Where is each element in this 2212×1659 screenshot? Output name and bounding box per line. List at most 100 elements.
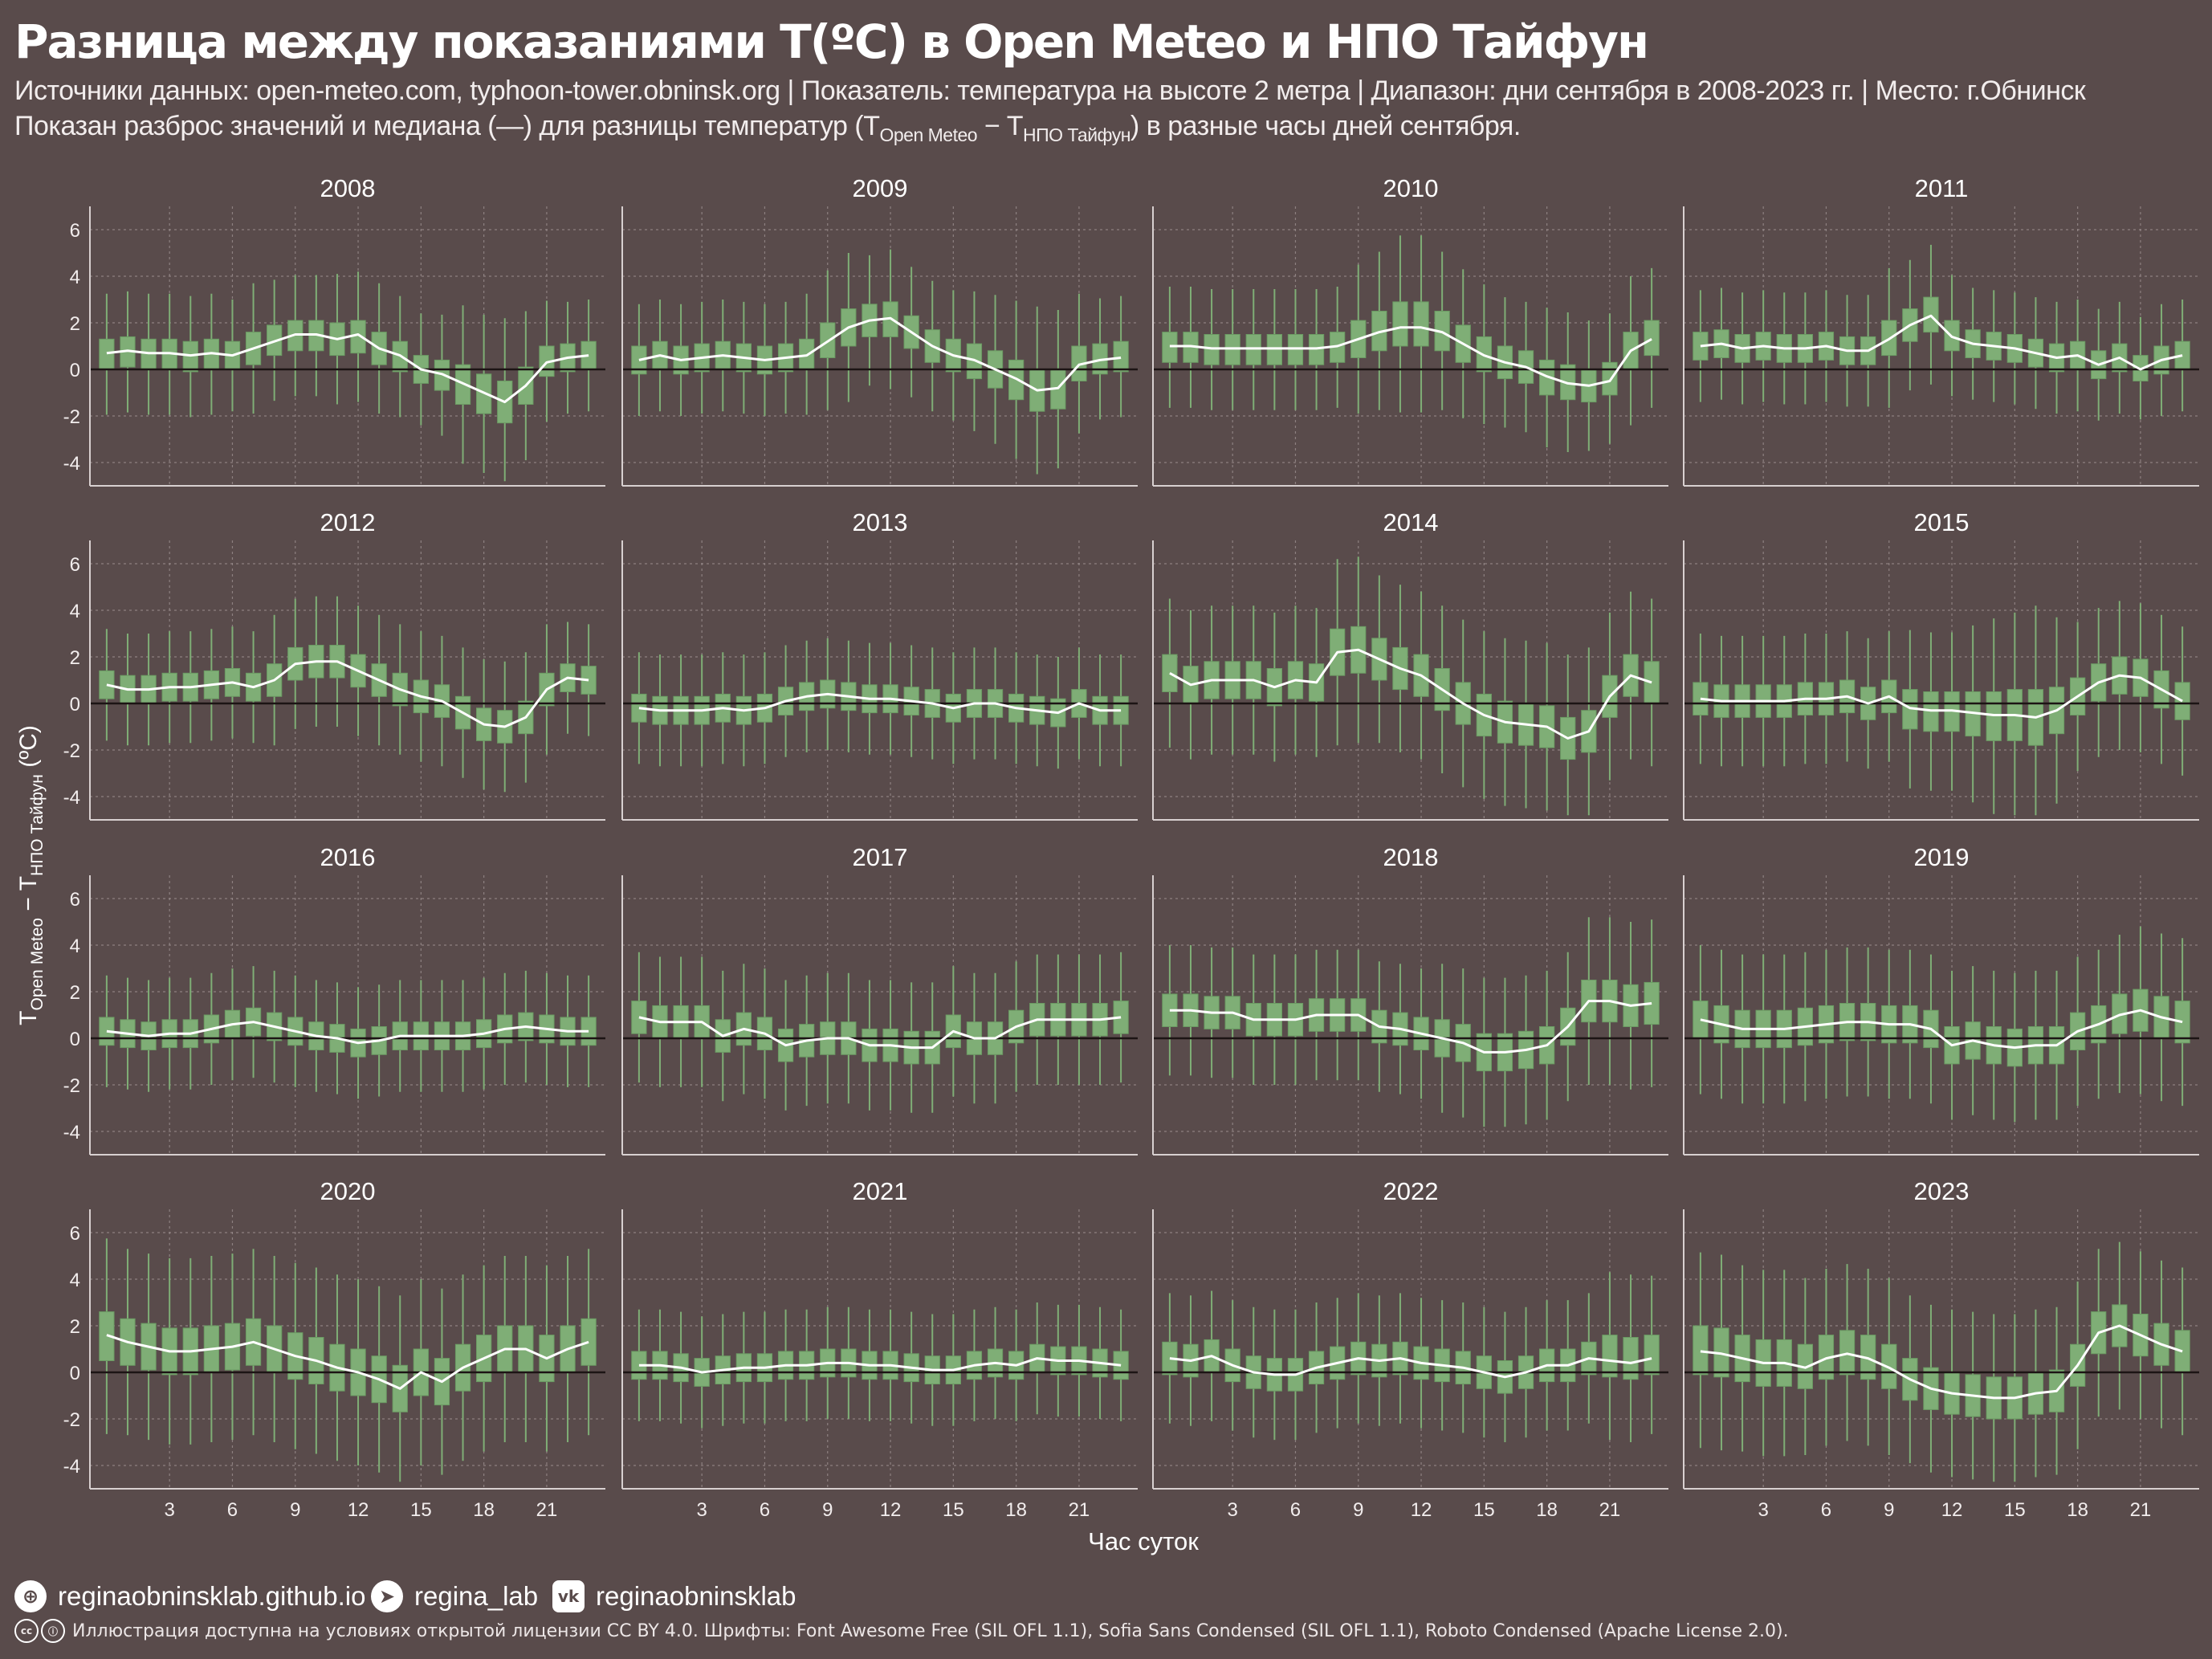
median-line (106, 1334, 589, 1390)
y-tick-label: 6 (70, 220, 80, 242)
panel-2008: 2008 -4 -2 0 2 4 6 (63, 174, 605, 487)
x-tick-label: 18 (1005, 1499, 1027, 1521)
page-title: Разница между показаниями T(ºC) в Open M… (14, 14, 1649, 69)
panel-2010: 2010 (1152, 174, 1668, 487)
y-tick-label: 0 (70, 1363, 80, 1384)
y-tick-label: 4 (70, 1270, 80, 1291)
cc-person-icon: ⓘ (41, 1619, 65, 1643)
footer-vk-link[interactable]: vk reginaobninsklab (552, 1579, 796, 1614)
median-line (1169, 1355, 1652, 1379)
box (99, 338, 115, 370)
x-tick-label: 3 (164, 1499, 174, 1521)
median-line (1169, 648, 1652, 740)
y-tick-label: 4 (70, 935, 80, 957)
y-axis-title-subscript: Open Meteo (28, 918, 47, 1011)
box (99, 670, 115, 699)
box (1162, 654, 1178, 692)
panel-title: 2017 (853, 843, 908, 871)
x-tick-label: 15 (2004, 1499, 2026, 1521)
box (1602, 361, 1618, 396)
x-tick-label: 18 (2067, 1499, 2088, 1521)
y-tick-label: 6 (70, 554, 80, 576)
x-tick-label: 12 (1411, 1499, 1432, 1521)
box (631, 345, 647, 375)
y-tick-label: 4 (70, 267, 80, 288)
x-tick-label: 12 (348, 1499, 369, 1521)
median-line (638, 1016, 1122, 1050)
panel-2019: 2019 (1683, 843, 2199, 1156)
panel-title: 2023 (1914, 1177, 1970, 1205)
panel-2011: 2011 (1683, 174, 2199, 487)
x-tick-label: 15 (943, 1499, 964, 1521)
x-tick-label: 18 (473, 1499, 495, 1521)
box (1413, 301, 1429, 347)
y-tick-label: 0 (70, 694, 80, 715)
x-tick-label: 15 (1473, 1499, 1495, 1521)
panel-2022: 2022 3 6 9 12 15 18 21 (1152, 1177, 1668, 1521)
y-tick-label: 2 (70, 982, 80, 1004)
x-tick-label: 21 (1069, 1499, 1090, 1521)
x-tick-label: 9 (822, 1499, 833, 1521)
x-tick-label: 12 (880, 1499, 902, 1521)
footer-site-link[interactable]: ⊕ reginaobninsklab.github.io (14, 1579, 365, 1614)
panel-title: 2011 (1915, 174, 1969, 202)
median-line (638, 692, 1122, 715)
subtitle-description: Показан разброс значений и медиана (—) д… (14, 111, 1521, 146)
box (2174, 682, 2190, 720)
panel-title: 2009 (853, 174, 908, 202)
x-tick-label: 6 (1290, 1499, 1301, 1521)
subtitle-description-minus: − T (977, 111, 1023, 141)
median-line (106, 1021, 589, 1045)
panel-2020: 2020 -4 -2 0 2 4 6 3 6 9 12 15 18 21 (63, 1177, 605, 1521)
box (2174, 1330, 2190, 1373)
y-tick-label: -2 (63, 740, 80, 762)
y-tick-label: 2 (70, 313, 80, 335)
y-tick-label: 2 (70, 1316, 80, 1338)
box (631, 1001, 647, 1034)
panel-2018: 2018 (1152, 843, 1668, 1156)
y-tick-label: 6 (70, 889, 80, 911)
median-line (106, 660, 589, 728)
telegram-icon: ➤ (371, 1580, 403, 1612)
y-axis-title-subscript: НПО Тайфун (28, 774, 47, 876)
license-note: cc ⓘ Иллюстрация доступна на условиях от… (14, 1619, 1789, 1643)
box (1693, 1325, 1709, 1376)
box (1644, 320, 1660, 357)
median-line (1700, 674, 2183, 719)
panel-title: 2021 (853, 1177, 908, 1205)
panel-title: 2008 (320, 174, 376, 202)
box (2174, 1001, 2190, 1044)
x-tick-label: 21 (536, 1499, 558, 1521)
panel-title: 2019 (1914, 843, 1970, 871)
footer-vk-text: reginaobninsklab (596, 1581, 796, 1611)
subtitle-sub-open-meteo: Open Meteo (879, 124, 978, 145)
panel-title: 2012 (320, 508, 376, 536)
y-axis-title-part: (ºC) (15, 725, 42, 774)
panel-title: 2018 (1383, 843, 1439, 871)
x-tick-label: 9 (1884, 1499, 1894, 1521)
panel-title: 2010 (1383, 174, 1439, 202)
x-tick-label: 6 (1821, 1499, 1831, 1521)
box (580, 1318, 597, 1366)
box (1113, 340, 1129, 373)
median-line (1700, 314, 2183, 371)
vk-icon: vk (552, 1580, 585, 1612)
panel-title: 2013 (853, 508, 908, 536)
panel-2017: 2017 (621, 843, 1138, 1156)
globe-icon: ⊕ (14, 1580, 47, 1612)
y-tick-label: 0 (70, 360, 80, 381)
box (1644, 661, 1660, 704)
x-tick-label: 3 (1758, 1499, 1768, 1521)
median-line (1700, 1009, 2183, 1050)
panel-title: 2016 (320, 843, 376, 871)
footer-telegram-link[interactable]: ➤ regina_lab (371, 1579, 538, 1614)
panel-2013: 2013 (621, 508, 1138, 821)
x-tick-label: 15 (410, 1499, 432, 1521)
median-line (1169, 1000, 1652, 1054)
panel-title: 2020 (320, 1177, 376, 1205)
panel-title: 2014 (1383, 508, 1439, 536)
box (1623, 1337, 1639, 1380)
y-tick-label: -2 (63, 406, 80, 428)
y-tick-label: -4 (63, 1456, 80, 1478)
license-text: Иллюстрация доступна на условиях открыто… (72, 1620, 1789, 1641)
